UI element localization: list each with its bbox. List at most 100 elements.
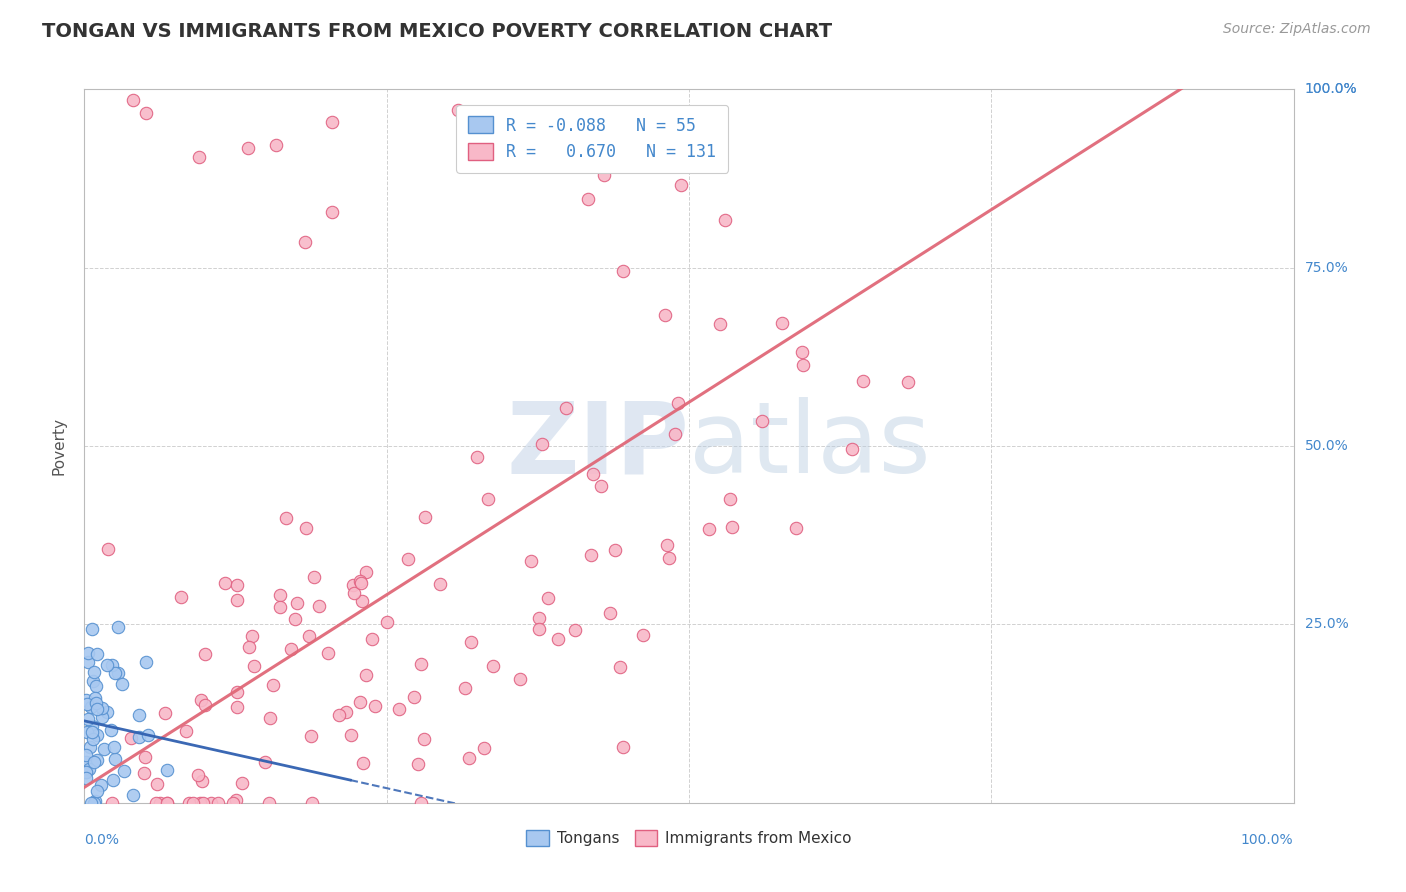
Point [84,794,107,808]
Point [718,492,741,507]
Point [187,150,209,164]
Point [411,796,433,810]
Text: 75.0%: 75.0% [1305,260,1348,275]
Point [149,796,172,810]
Point [321,115,343,129]
Text: 100.0%: 100.0% [1241,833,1294,847]
Point [111,677,134,691]
Point [138,728,160,742]
Point [792,358,814,372]
Point [721,520,744,534]
Point [77,762,100,776]
Point [194,647,217,661]
Point [75,771,97,785]
Point [75,693,97,707]
Point [335,705,357,719]
Text: Source: ZipAtlas.com: Source: ZipAtlas.com [1223,22,1371,37]
Point [146,777,169,791]
Point [257,796,280,810]
Point [603,543,626,558]
Point [467,450,489,464]
Point [447,103,470,117]
Point [509,672,531,686]
Point [555,401,578,416]
Point [299,729,322,743]
Point [84,696,107,710]
Point [785,521,807,535]
Point [328,708,350,723]
Text: 100.0%: 100.0% [1305,82,1357,96]
Point [413,510,436,524]
Text: 0.0%: 0.0% [84,833,120,847]
Point [294,235,316,249]
Point [100,723,122,737]
Point [122,93,145,107]
Point [472,740,495,755]
Point [90,710,112,724]
Point [576,192,599,206]
Point [897,375,920,389]
Point [356,668,378,682]
Point [236,141,259,155]
Point [76,655,98,669]
Point [80,699,103,714]
Point [79,739,101,754]
Point [134,749,156,764]
Point [80,719,103,733]
Point [593,168,616,182]
Point [340,728,363,742]
Point [243,659,266,673]
Point [80,700,103,714]
Point [612,263,634,277]
Point [190,693,212,707]
Point [128,730,150,744]
Point [350,594,373,608]
Point [96,705,118,719]
Point [86,648,108,662]
Point [75,755,97,769]
Text: TONGAN VS IMMIGRANTS FROM MEXICO POVERTY CORRELATION CHART: TONGAN VS IMMIGRANTS FROM MEXICO POVERTY… [42,22,832,41]
Point [181,796,204,810]
Point [666,396,689,410]
Text: atlas: atlas [689,398,931,494]
Point [301,796,323,810]
Point [82,674,104,689]
Point [482,659,505,673]
Point [225,593,247,607]
Point [100,658,122,673]
Point [751,414,773,428]
Point [83,796,105,810]
Point [86,679,108,693]
Point [112,764,135,778]
Point [82,731,104,746]
Point [343,586,366,600]
Point [579,549,602,563]
Point [75,765,97,780]
Point [155,763,177,777]
Point [90,700,112,714]
Point [529,622,551,636]
Point [269,588,291,602]
Point [145,796,167,810]
Point [101,773,124,788]
Point [609,660,631,674]
Point [342,577,364,591]
Point [214,575,236,590]
Point [460,635,482,649]
Point [77,712,100,726]
Point [254,755,277,769]
Text: ZIP: ZIP [506,398,689,494]
Point [349,574,371,588]
Point [84,691,107,706]
Point [406,756,429,771]
Point [402,690,425,705]
Point [90,778,112,792]
Point [75,765,97,780]
Point [83,755,105,769]
Point [225,793,247,807]
Point [269,600,291,615]
Point [364,698,387,713]
Point [225,685,247,699]
Point [104,752,127,766]
Point [83,665,105,679]
